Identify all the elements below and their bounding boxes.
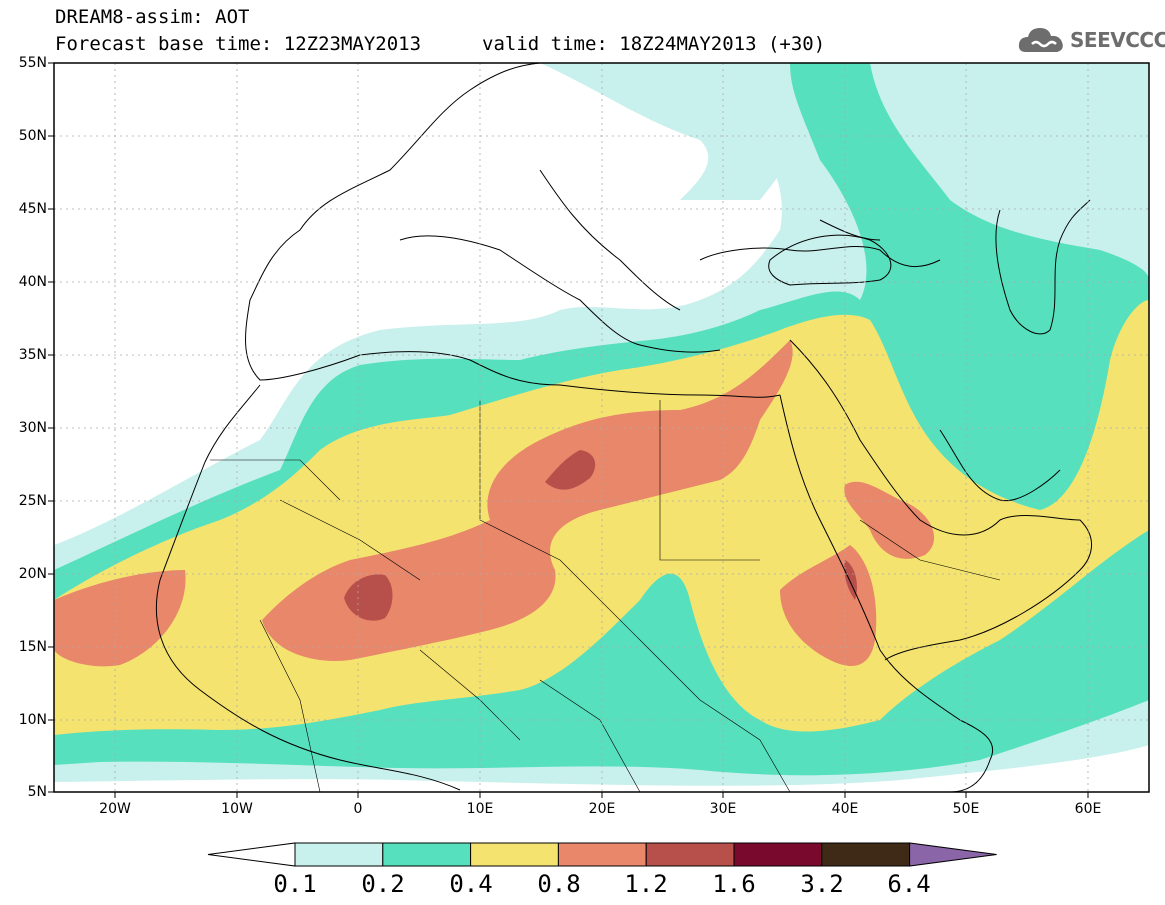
coastlines — [155, 63, 1093, 792]
coastline-africa — [155, 299, 994, 792]
valid-time-label: valid time: 18Z24MAY2013 (+30) — [482, 33, 826, 55]
lat-label: 55N — [18, 55, 47, 71]
colorbar-label: 1.2 — [624, 870, 668, 898]
colorbar — [207, 842, 997, 867]
colorbar-swatch — [821, 842, 911, 867]
colorbar-label: 0.2 — [361, 870, 405, 898]
base-time-label: Forecast base time: 12Z23MAY2013 — [55, 33, 422, 55]
colorbar-label: 1.6 — [712, 870, 756, 898]
lat-label: 35N — [18, 347, 47, 363]
lon-label: 10W — [221, 801, 253, 817]
lat-label: 15N — [18, 639, 47, 655]
colorbar-swatch — [733, 842, 823, 867]
coastline-blacksea — [768, 234, 892, 286]
lat-label: 10N — [18, 712, 47, 728]
aod-band-1.2b — [545, 450, 596, 490]
coastline-arabia — [789, 339, 1093, 661]
coastline-caspian — [995, 199, 1091, 335]
aod-band-1.2 — [344, 574, 393, 621]
coastline-europe — [249, 63, 941, 353]
lon-label: 20E — [588, 801, 616, 817]
colorbar-above-arrow — [909, 842, 997, 867]
seevccc-logo: SEEVCCC — [1018, 24, 1165, 58]
colorbar-label: 3.2 — [800, 870, 844, 898]
lat-label: 30N — [18, 420, 47, 436]
lon-label: 30E — [709, 801, 737, 817]
lon-label: 10E — [466, 801, 494, 817]
colorbar-label: 6.4 — [887, 870, 931, 898]
logo-text: SEEVCCC — [1070, 28, 1165, 52]
axis-ticks — [48, 62, 1089, 798]
colorbar-label: 0.1 — [273, 870, 317, 898]
lon-label: 60E — [1074, 801, 1102, 817]
colorbar-swatch — [382, 842, 472, 867]
colorbar-label: 0.8 — [537, 870, 581, 898]
lon-label: 40E — [831, 801, 859, 817]
aod-band-0.8d — [844, 481, 935, 559]
lat-label: 25N — [18, 493, 47, 509]
lat-label: 45N — [18, 201, 47, 217]
colorbar-swatch — [557, 842, 647, 867]
lat-label: 40N — [18, 274, 47, 290]
cloud-icon — [1018, 28, 1063, 52]
lat-label: 5N — [27, 784, 47, 800]
lon-label: 50E — [952, 801, 980, 817]
colorbar-below-arrow — [207, 842, 296, 867]
colorbar-swatch — [470, 842, 559, 867]
aod-field — [54, 63, 1149, 786]
aod-band-0.8 — [54, 570, 186, 667]
lon-label: 0 — [353, 801, 363, 817]
lat-label: 20N — [18, 566, 47, 582]
grid — [54, 63, 1149, 792]
colorbar-label: 0.4 — [449, 870, 493, 898]
colorbar-swatch — [645, 842, 735, 867]
colorbar-swatch — [294, 842, 384, 867]
lat-label: 50N — [18, 128, 47, 144]
map-title: DREAM8-assim: AOT — [55, 6, 250, 28]
lon-label: 20W — [99, 801, 131, 817]
aod-band-0.1b — [540, 63, 860, 200]
